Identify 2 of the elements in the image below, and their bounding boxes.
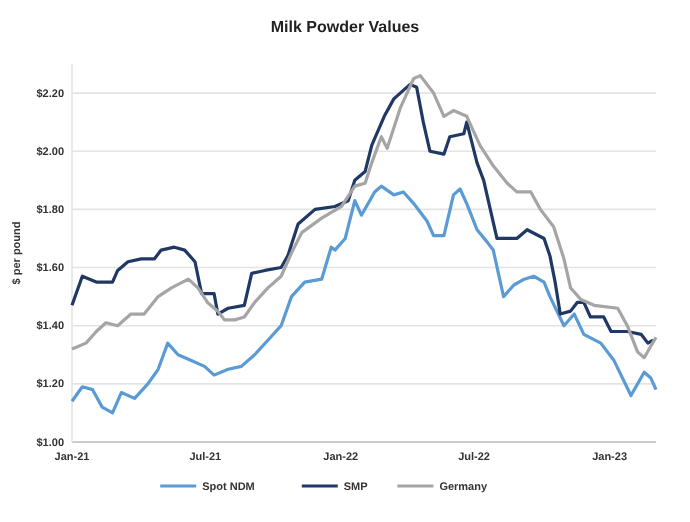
line-series bbox=[70, 184, 658, 415]
chart-title: Milk Powder Values bbox=[270, 18, 421, 36]
